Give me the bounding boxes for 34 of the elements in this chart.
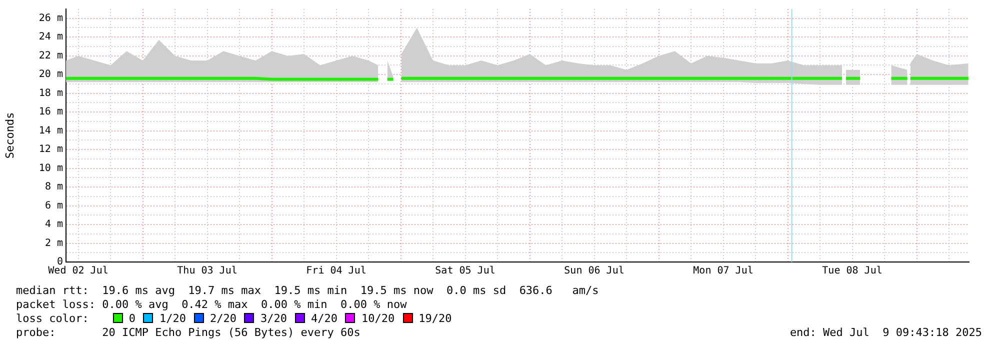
- legend-label: 10/20: [360, 312, 395, 326]
- y-tick-label: 8 m: [44, 182, 63, 193]
- x-tick-label: Fri 04 Jul: [306, 266, 366, 277]
- x-tick-label: Sat 05 Jul: [435, 266, 496, 277]
- legend-label: 2/20: [208, 312, 236, 326]
- text: probe: 20 ICMP Echo Pings (56 Bytes) every 60s: [16, 326, 360, 339]
- legend-label: 4/20: [310, 312, 338, 326]
- text: loss color:: [16, 312, 89, 325]
- x-tick-label: Mon 07 Jul: [693, 266, 754, 277]
- y-tick-label: 20 m: [38, 69, 63, 80]
- text: packet loss: 0.00 % avg 0.42 % max 0.00 % min 0.00 % now: [16, 298, 408, 312]
- legend-label: 19/20: [418, 312, 452, 326]
- text: end: Wed Jul 9 09:43:18 2025: [790, 326, 982, 340]
- y-tick-label: 4 m: [44, 219, 63, 230]
- y-tick-label: 26 m: [38, 12, 63, 24]
- y-axis-title: Seconds: [3, 112, 16, 159]
- y-tick-label: 2 m: [44, 238, 63, 249]
- x-tick-label: Wed 02 Jul: [48, 266, 108, 277]
- y-tick-label: 24 m: [38, 32, 63, 43]
- y-tick-label: 0: [56, 256, 63, 268]
- y-tick-label: 16 m: [38, 106, 63, 118]
- y-tick-label: 6 m: [44, 200, 63, 212]
- text: median rtt: 19.6 ms avg 19.7 ms max 19.5 ms min 19.5 ms now 0.0 ms sd 636.6 am/s: [16, 284, 600, 298]
- legend-label: 3/20: [259, 312, 287, 326]
- x-tick-label: Sun 06 Jul: [564, 266, 624, 277]
- x-tick-label: Thu 03 Jul: [177, 266, 238, 277]
- legend-label: 0: [128, 312, 136, 326]
- y-tick-label: 10 m: [38, 162, 63, 174]
- y-tick-label: 22 m: [38, 50, 63, 62]
- y-tick-label: 14 m: [38, 125, 63, 136]
- y-tick-label: 18 m: [38, 88, 63, 99]
- x-tick-label: Tue 08 Jul: [822, 266, 882, 277]
- legend-label: 1/20: [158, 312, 186, 326]
- y-tick-label: 12 m: [38, 144, 63, 156]
